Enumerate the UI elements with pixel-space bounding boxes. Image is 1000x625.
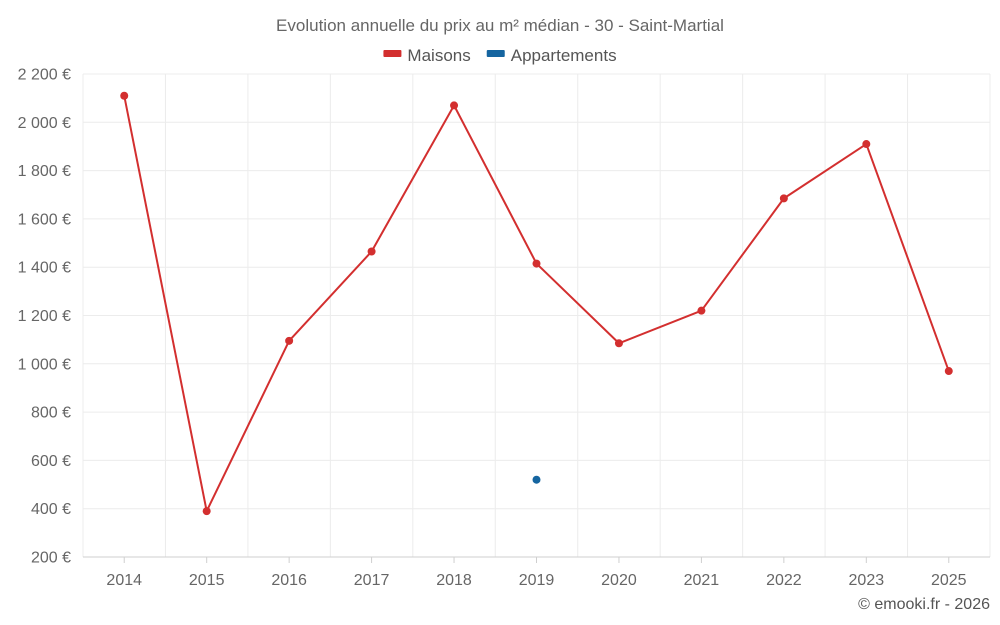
y-tick-label: 1 000 € (18, 356, 71, 373)
data-point-maisons (285, 336, 294, 345)
y-tick-label: 800 € (31, 405, 71, 422)
y-tick-label: 1 200 € (18, 308, 71, 325)
y-tick-label: 1 600 € (18, 211, 71, 228)
x-tick-label: 2016 (271, 572, 307, 589)
data-point-maisons (862, 140, 871, 149)
y-tick-label: 2 000 € (18, 115, 71, 132)
x-tick-label: 2017 (354, 572, 390, 589)
data-point-maisons (614, 339, 623, 348)
legend-item-maisons: Maisons (383, 46, 471, 65)
data-point-maisons (532, 259, 541, 268)
x-tick-label: 2019 (519, 572, 555, 589)
y-tick-label: 200 € (31, 550, 71, 567)
y-tick-label: 400 € (31, 501, 71, 518)
chart-title: Evolution annuelle du prix au m² médian … (276, 16, 724, 35)
data-point-maisons (120, 91, 129, 100)
data-point-appartements (532, 475, 541, 484)
data-point-maisons (450, 101, 459, 110)
y-tick-label: 1 400 € (18, 260, 71, 277)
x-tick-label: 2022 (766, 572, 802, 589)
x-tick-label: 2015 (189, 572, 225, 589)
x-tick-label: 2014 (106, 572, 142, 589)
data-point-maisons (697, 306, 706, 315)
data-point-maisons (944, 367, 953, 376)
y-tick-label: 600 € (31, 453, 71, 470)
legend-swatch-appartements (486, 50, 505, 57)
legend: Maisons Appartements (383, 46, 617, 65)
legend-swatch-maisons (383, 50, 402, 57)
legend-item-appartements: Appartements (486, 46, 617, 65)
grid (82, 73, 991, 558)
series-appartements (532, 475, 541, 484)
data-point-maisons (779, 194, 788, 203)
y-tick-label: 1 800 € (18, 163, 71, 180)
credit-text: © emooki.fr - 2026 (858, 596, 990, 613)
legend-label-maisons: Maisons (407, 46, 470, 65)
data-point-maisons (202, 507, 211, 516)
x-axis: 2014 2015 2016 2017 2018 2019 2020 2021 2022 2023… (83, 556, 990, 589)
series-maisons (120, 91, 953, 516)
x-tick-label: 2021 (684, 572, 720, 589)
data-point-maisons (367, 247, 376, 256)
x-tick-label: 2023 (849, 572, 885, 589)
legend-label-appartements: Appartements (511, 46, 617, 65)
y-tick-label: 2 200 € (18, 67, 71, 84)
y-axis: 200 € 400 € 600 € 800 € 1 000 € 1 200 € 1 400 … (18, 67, 71, 567)
series-layer (120, 91, 953, 516)
x-tick-label: 2018 (436, 572, 472, 589)
x-tick-label: 2025 (931, 572, 967, 589)
x-tick-label: 2020 (601, 572, 637, 589)
